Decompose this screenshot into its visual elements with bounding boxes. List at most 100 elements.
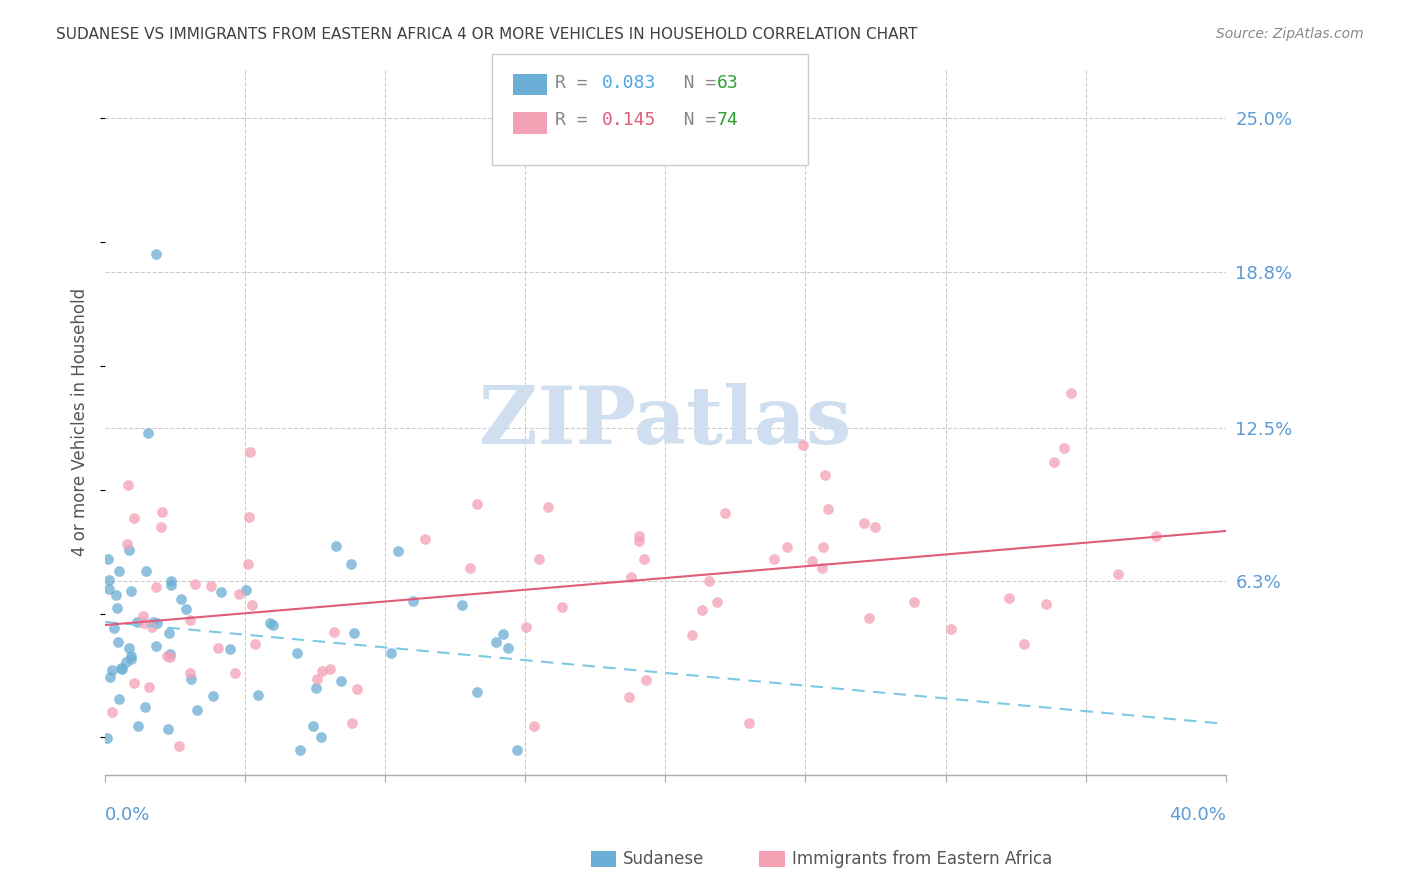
Point xyxy=(792,438,814,452)
Point xyxy=(98,670,121,684)
Point xyxy=(245,637,267,651)
Point xyxy=(108,692,131,706)
Point xyxy=(179,613,201,627)
Point xyxy=(145,247,167,261)
Point xyxy=(305,681,328,696)
Point xyxy=(117,477,139,491)
Point xyxy=(939,622,962,636)
Point xyxy=(136,426,159,441)
Point xyxy=(167,739,190,753)
Point xyxy=(863,520,886,534)
Point xyxy=(1043,455,1066,469)
Point xyxy=(103,621,125,635)
Point xyxy=(527,551,550,566)
Point xyxy=(238,509,260,524)
Point xyxy=(157,625,180,640)
Point xyxy=(259,615,281,630)
Point xyxy=(322,625,344,640)
Point xyxy=(319,662,342,676)
Point xyxy=(246,688,269,702)
Point xyxy=(135,564,157,578)
Point xyxy=(118,640,141,655)
Point xyxy=(413,532,436,546)
Point xyxy=(122,676,145,690)
Point xyxy=(235,583,257,598)
Point xyxy=(201,689,224,703)
Text: Sudanese: Sudanese xyxy=(623,850,704,868)
Point xyxy=(343,625,366,640)
Point xyxy=(127,719,149,733)
Point xyxy=(262,618,284,632)
Point xyxy=(858,611,880,625)
Point xyxy=(115,656,138,670)
Point xyxy=(207,641,229,656)
Text: N =: N = xyxy=(651,112,727,129)
Point xyxy=(506,743,529,757)
Y-axis label: 4 or more Vehicles in Household: 4 or more Vehicles in Household xyxy=(72,287,89,556)
Point xyxy=(122,511,145,525)
Point xyxy=(627,533,650,548)
Text: R =: R = xyxy=(555,74,610,92)
Point xyxy=(127,615,149,629)
Point xyxy=(738,715,761,730)
Point xyxy=(209,585,232,599)
Point xyxy=(146,616,169,631)
Text: SUDANESE VS IMMIGRANTS FROM EASTERN AFRICA 4 OR MORE VEHICLES IN HOUSEHOLD CORRE: SUDANESE VS IMMIGRANTS FROM EASTERN AFRI… xyxy=(56,27,918,42)
Point xyxy=(224,666,246,681)
Point xyxy=(1107,566,1129,581)
Point xyxy=(186,703,208,717)
Point xyxy=(346,681,368,696)
Point xyxy=(110,661,132,675)
Point xyxy=(776,540,799,554)
Text: 0.083: 0.083 xyxy=(602,74,657,92)
Point xyxy=(285,646,308,660)
Point xyxy=(903,595,925,609)
Point xyxy=(111,662,134,676)
Point xyxy=(150,505,173,519)
Point xyxy=(184,577,207,591)
Point xyxy=(180,672,202,686)
Point xyxy=(149,520,172,534)
Point xyxy=(492,627,515,641)
Point xyxy=(141,620,163,634)
Point xyxy=(485,635,508,649)
Point xyxy=(633,552,655,566)
Text: Source: ZipAtlas.com: Source: ZipAtlas.com xyxy=(1216,27,1364,41)
Point xyxy=(219,642,242,657)
Text: ZIPatlas: ZIPatlas xyxy=(479,383,852,460)
Point xyxy=(105,600,128,615)
Point xyxy=(515,620,537,634)
Point xyxy=(145,580,167,594)
Point xyxy=(170,591,193,606)
Point xyxy=(159,647,181,661)
Point xyxy=(228,587,250,601)
Point xyxy=(134,699,156,714)
Point xyxy=(97,552,120,566)
Point xyxy=(340,715,363,730)
Point xyxy=(402,593,425,607)
Text: R =: R = xyxy=(555,112,610,129)
Point xyxy=(814,467,837,482)
Point xyxy=(451,598,474,612)
Point xyxy=(118,543,141,558)
Point xyxy=(380,646,402,660)
Point xyxy=(1035,597,1057,611)
Point xyxy=(998,591,1021,605)
Point xyxy=(1012,637,1035,651)
Text: Immigrants from Eastern Africa: Immigrants from Eastern Africa xyxy=(792,850,1052,868)
Point xyxy=(817,501,839,516)
Point xyxy=(690,603,713,617)
Text: N =: N = xyxy=(651,74,727,92)
Point xyxy=(620,570,643,584)
Point xyxy=(1052,441,1074,455)
Point xyxy=(302,719,325,733)
Point xyxy=(240,598,263,612)
Point xyxy=(104,587,127,601)
Point xyxy=(800,554,823,568)
Point xyxy=(714,506,737,520)
Point xyxy=(145,639,167,653)
Point xyxy=(307,672,329,686)
Point xyxy=(159,649,181,664)
Point xyxy=(628,529,651,543)
Point xyxy=(498,641,520,656)
